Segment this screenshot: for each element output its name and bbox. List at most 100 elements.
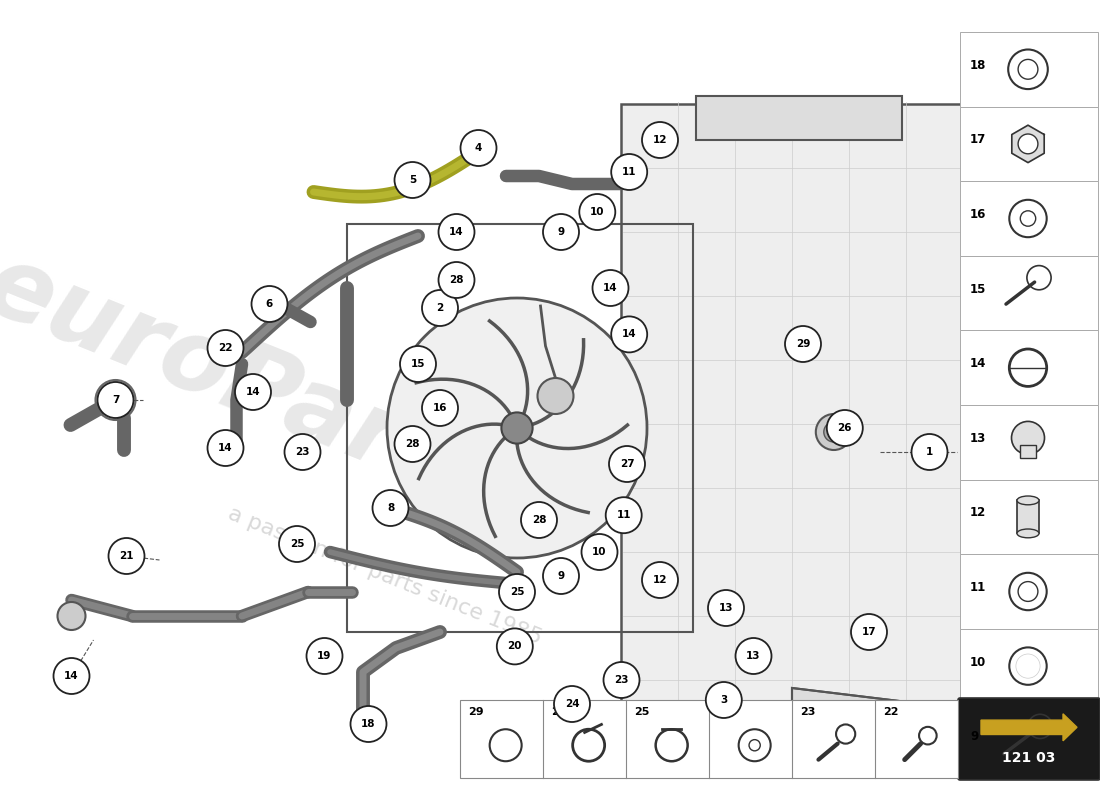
Text: 14: 14 <box>245 387 261 397</box>
Text: 29: 29 <box>795 339 811 349</box>
Circle shape <box>612 154 647 190</box>
Bar <box>696 96 902 140</box>
Text: 25: 25 <box>289 539 305 549</box>
Circle shape <box>422 290 458 326</box>
Bar <box>960 479 1098 554</box>
Text: 19: 19 <box>317 651 332 661</box>
Text: 23: 23 <box>295 447 310 457</box>
Circle shape <box>422 390 458 426</box>
Circle shape <box>606 497 641 533</box>
Text: 14: 14 <box>449 227 464 237</box>
Circle shape <box>736 638 771 674</box>
Text: 8: 8 <box>387 503 394 513</box>
Text: 25: 25 <box>634 707 649 717</box>
Text: 11: 11 <box>970 581 987 594</box>
Circle shape <box>502 413 532 443</box>
Bar <box>960 554 1098 629</box>
Text: 27: 27 <box>619 459 635 469</box>
Circle shape <box>400 346 436 382</box>
Circle shape <box>98 382 133 418</box>
Text: 10: 10 <box>590 207 605 217</box>
Bar <box>960 182 1098 256</box>
Circle shape <box>609 446 645 482</box>
Text: 13: 13 <box>746 651 761 661</box>
Text: 13: 13 <box>718 603 734 613</box>
Circle shape <box>521 502 557 538</box>
Circle shape <box>749 740 760 751</box>
Circle shape <box>387 298 647 558</box>
Text: 12: 12 <box>652 575 668 585</box>
Circle shape <box>554 686 590 722</box>
Circle shape <box>912 434 947 470</box>
FancyBboxPatch shape <box>958 698 1100 780</box>
Text: 28: 28 <box>449 275 464 285</box>
Circle shape <box>208 330 243 366</box>
Circle shape <box>208 430 243 466</box>
Text: 23: 23 <box>614 675 629 685</box>
Text: 20: 20 <box>507 642 522 651</box>
Text: 14: 14 <box>603 283 618 293</box>
Bar <box>460 700 958 778</box>
Circle shape <box>582 534 617 570</box>
Text: 23: 23 <box>800 707 815 717</box>
Circle shape <box>499 574 535 610</box>
Text: 14: 14 <box>970 357 987 370</box>
Circle shape <box>461 130 496 166</box>
Text: 14: 14 <box>621 330 637 339</box>
Text: 15: 15 <box>970 282 987 295</box>
Circle shape <box>395 426 430 462</box>
Ellipse shape <box>1018 529 1040 538</box>
Text: 9: 9 <box>558 571 564 581</box>
Circle shape <box>279 526 315 562</box>
Circle shape <box>235 374 271 410</box>
Text: 22: 22 <box>218 343 233 353</box>
Text: 10: 10 <box>970 655 987 669</box>
Circle shape <box>54 658 89 694</box>
Text: 121 03: 121 03 <box>1002 751 1056 766</box>
Bar <box>1018 501 1040 534</box>
Bar <box>960 405 1098 480</box>
Text: 7: 7 <box>112 395 119 405</box>
Circle shape <box>816 414 851 450</box>
Circle shape <box>604 662 639 698</box>
Text: 2: 2 <box>437 303 443 313</box>
Circle shape <box>612 316 647 352</box>
Text: 29: 29 <box>468 707 484 717</box>
Circle shape <box>827 410 862 446</box>
Circle shape <box>642 562 678 598</box>
Text: 24: 24 <box>564 699 580 709</box>
Circle shape <box>351 706 386 742</box>
Polygon shape <box>1012 126 1044 162</box>
Text: 21: 21 <box>119 551 134 561</box>
Circle shape <box>57 602 86 630</box>
Bar <box>1021 445 1036 458</box>
Circle shape <box>497 629 532 664</box>
Text: 11: 11 <box>616 510 631 520</box>
Polygon shape <box>792 688 924 744</box>
Text: 17: 17 <box>861 627 877 637</box>
Text: 12: 12 <box>652 135 668 145</box>
Text: 14: 14 <box>64 671 79 681</box>
Text: 9: 9 <box>558 227 564 237</box>
Ellipse shape <box>1018 496 1040 505</box>
Text: 25: 25 <box>509 587 525 597</box>
Circle shape <box>439 214 474 250</box>
Text: a passion for parts since 1985: a passion for parts since 1985 <box>226 504 544 648</box>
Text: 11: 11 <box>621 167 637 177</box>
Circle shape <box>307 638 342 674</box>
Circle shape <box>395 162 430 198</box>
Circle shape <box>285 434 320 470</box>
Text: euroParts: euroParts <box>0 236 515 532</box>
Bar <box>960 629 1098 703</box>
Text: 4: 4 <box>475 143 482 153</box>
Text: 6: 6 <box>266 299 273 309</box>
Text: 16: 16 <box>432 403 448 413</box>
Circle shape <box>96 380 135 420</box>
Text: 14: 14 <box>218 443 233 453</box>
Circle shape <box>785 326 821 362</box>
Circle shape <box>439 262 474 298</box>
Circle shape <box>1019 134 1038 154</box>
Text: 28: 28 <box>531 515 547 525</box>
Bar <box>960 703 1098 778</box>
Text: 16: 16 <box>970 208 987 221</box>
